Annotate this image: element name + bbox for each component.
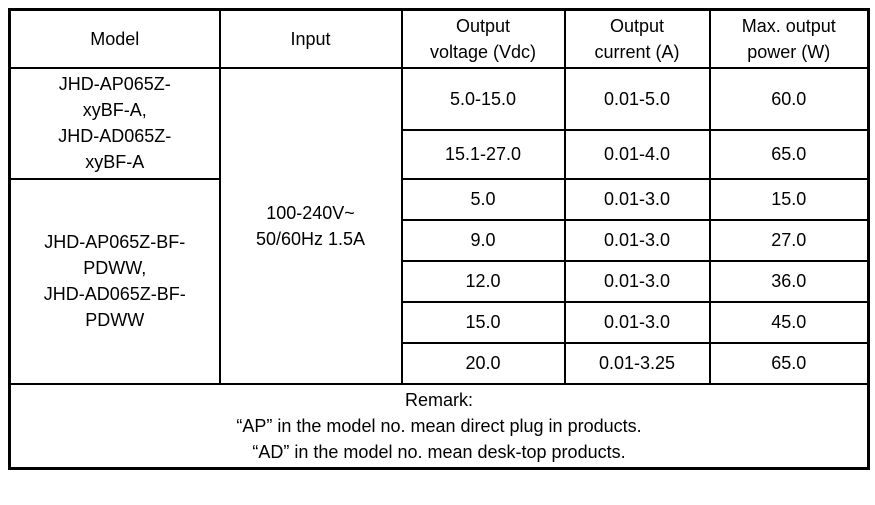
power-spec-table: Model Input Output voltage (Vdc) Output … bbox=[8, 8, 870, 470]
power-cell: 65.0 bbox=[708, 129, 870, 180]
remark-row: Remark: “AP” in the model no. mean direc… bbox=[8, 382, 870, 470]
current-cell: 0.01-4.0 bbox=[563, 129, 711, 180]
col-header-current: Output current (A) bbox=[563, 8, 711, 70]
current-cell: 0.01-3.0 bbox=[563, 177, 711, 221]
table-row: 9.0 0.01-3.0 27.0 bbox=[10, 218, 870, 262]
input-cell: 100-240V~ 50/60Hz 1.5A bbox=[218, 67, 403, 385]
power-cell: 65.0 bbox=[708, 341, 870, 385]
current-cell: 0.01-3.0 bbox=[563, 300, 711, 344]
voltage-cell: 20.0 bbox=[400, 341, 566, 385]
power-cell: 45.0 bbox=[708, 300, 870, 344]
col-header-power: Max. output power (W) bbox=[708, 8, 870, 70]
power-cell: 36.0 bbox=[708, 259, 870, 303]
table-row: JHD-AP065Z-BF- PDWW, JHD-AD065Z-BF- PDWW… bbox=[8, 177, 870, 385]
voltage-cell: 9.0 bbox=[400, 218, 566, 262]
voltage-cell: 5.0-15.0 bbox=[400, 67, 566, 132]
voltage-cell: 15.0 bbox=[400, 300, 566, 344]
current-cell: 0.01-5.0 bbox=[563, 67, 711, 132]
col-header-model: Model bbox=[8, 8, 221, 70]
power-cell: 60.0 bbox=[708, 67, 870, 132]
voltage-cell: 15.1-27.0 bbox=[400, 129, 566, 180]
model-group-2-cell: JHD-AP065Z-BF- PDWW, JHD-AD065Z-BF- PDWW bbox=[8, 177, 221, 385]
col-header-input: Input bbox=[218, 8, 403, 70]
power-cell: 27.0 bbox=[708, 218, 870, 262]
voltage-cell: 12.0 bbox=[400, 259, 566, 303]
current-cell: 0.01-3.0 bbox=[563, 259, 711, 303]
voltage-cell: 5.0 bbox=[400, 177, 566, 221]
power-cell: 15.0 bbox=[708, 177, 870, 221]
table-row: 20.0 0.01-3.25 65.0 bbox=[10, 341, 870, 385]
current-cell: 0.01-3.0 bbox=[563, 218, 711, 262]
header-row: Model Input Output voltage (Vdc) Output … bbox=[8, 8, 870, 70]
model-group-1-cell: JHD-AP065Z- xyBF-A, JHD-AD065Z- xyBF-A bbox=[8, 67, 221, 180]
remark-cell: Remark: “AP” in the model no. mean direc… bbox=[8, 382, 870, 470]
table-row: 15.1-27.0 0.01-4.0 65.0 bbox=[10, 129, 870, 180]
current-cell: 0.01-3.25 bbox=[563, 341, 711, 385]
table-row: 15.0 0.01-3.0 45.0 bbox=[10, 300, 870, 344]
table-row: JHD-AP065Z- xyBF-A, JHD-AD065Z- xyBF-A 1… bbox=[8, 67, 870, 385]
col-header-voltage: Output voltage (Vdc) bbox=[400, 8, 566, 70]
table-row: 12.0 0.01-3.0 36.0 bbox=[10, 259, 870, 303]
